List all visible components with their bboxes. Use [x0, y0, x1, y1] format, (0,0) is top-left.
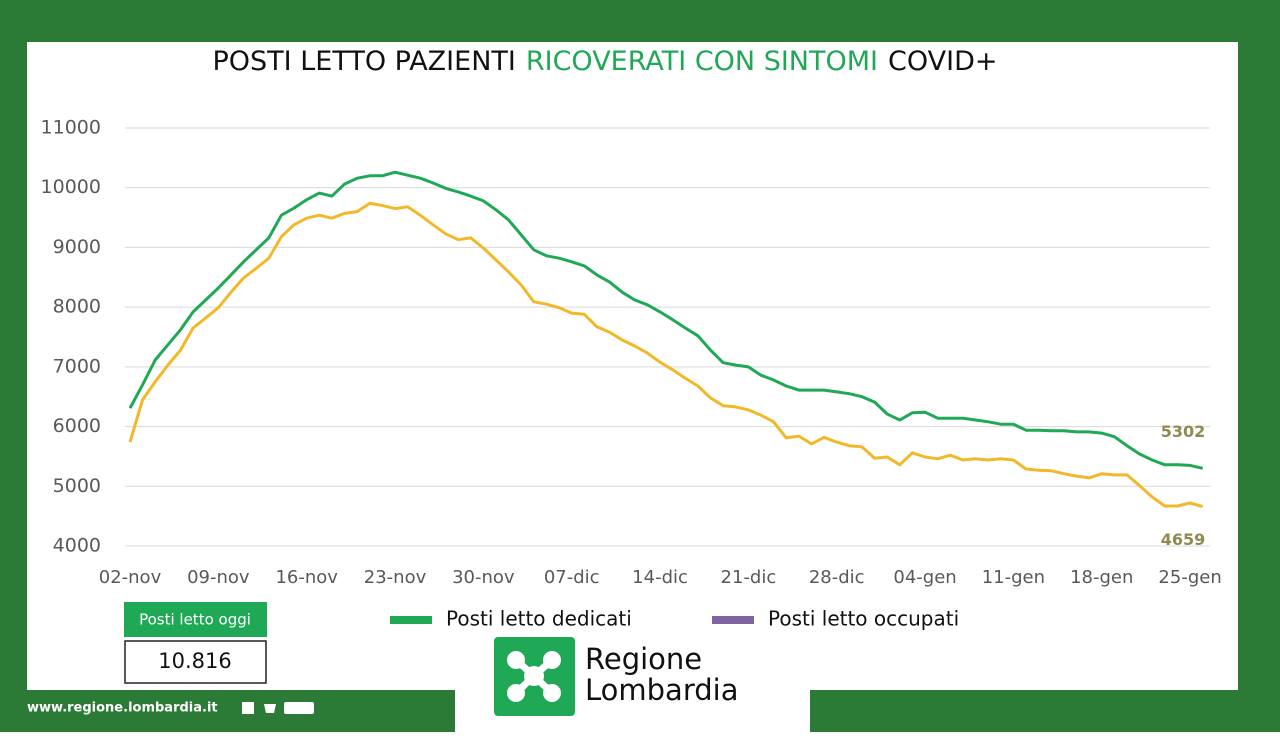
title-part: COVID+ [888, 46, 997, 77]
today-label-box [124, 602, 267, 637]
y-tick-label: 7000 [53, 355, 101, 377]
x-tick-label: 07-dic [544, 567, 600, 588]
end-label: 5302 [1161, 422, 1206, 441]
series-line [128, 170, 1204, 470]
chart-title: POSTI LETTO PAZIENTI RICOVERATI CON SINTO… [213, 46, 998, 77]
panel [27, 42, 1238, 690]
facebook-icon [242, 702, 254, 714]
footer-url: www.regione.lombardia.it [27, 701, 218, 716]
y-tick-label: 4000 [53, 535, 101, 557]
x-tick-label: 18-gen [1070, 567, 1133, 588]
legend-label: Posti letto dedicati [446, 607, 632, 631]
x-tick-label: 09-nov [187, 567, 250, 588]
y-tick-label: 6000 [53, 415, 101, 437]
twitter-icon [264, 704, 276, 713]
logo-flower [507, 651, 561, 702]
title-part: POSTI LETTO PAZIENTI [213, 46, 516, 77]
legend-swatch [390, 616, 432, 624]
x-tick-label: 21-dic [721, 567, 777, 588]
x-tick-label: 04-gen [893, 567, 956, 588]
x-tick-label: 11-gen [982, 567, 1045, 588]
y-tick-label: 10000 [41, 176, 101, 198]
logo-text: Regione [585, 642, 702, 676]
x-tick-label: 30-nov [452, 567, 515, 588]
x-tick-label: 23-nov [364, 567, 427, 588]
logo-text: Lombardia [585, 673, 738, 707]
y-tick-label: 5000 [53, 475, 101, 497]
x-tick-label: 16-nov [275, 567, 338, 588]
y-tick-label: 11000 [41, 117, 101, 139]
y-tick-label: 9000 [53, 236, 101, 258]
plot: 4000 5000 6000 7000 8000 9000 10000 11000 02-nov… [41, 117, 1222, 589]
end-label: 4659 [1161, 530, 1206, 549]
today-value: 10.816 [158, 649, 231, 673]
today-value-box [124, 640, 267, 684]
x-tick-label: 25-gen [1158, 567, 1221, 588]
y-tick-label: 8000 [53, 296, 101, 318]
youtube-icon [284, 702, 314, 714]
legend-swatch [712, 616, 754, 624]
title-part: RICOVERATI CON SINTOMI [526, 46, 878, 77]
today-label: Posti letto oggi [139, 611, 251, 629]
x-tick-label: 02-nov [99, 567, 162, 588]
x-tick-label: 14-dic [632, 567, 688, 588]
series-line [128, 201, 1204, 509]
x-tick-label: 28-dic [809, 567, 865, 588]
legend-label: Posti letto occupati [768, 607, 959, 631]
